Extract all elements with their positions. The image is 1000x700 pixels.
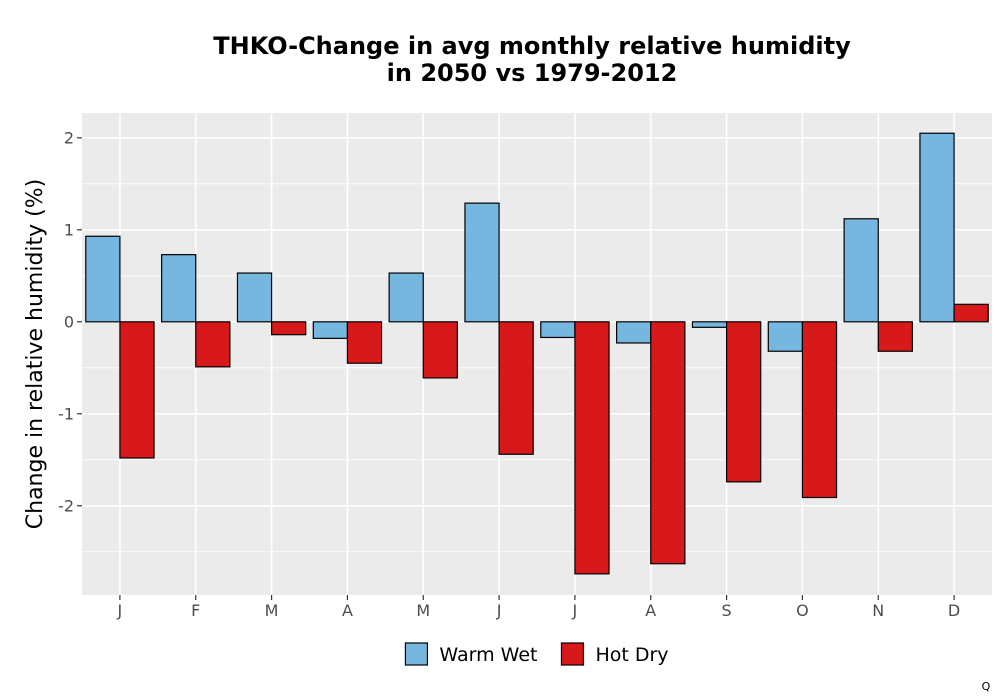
legend-key-hot-dry [560,642,585,666]
bar-warm-wet [616,321,652,344]
bar-hot-dry [801,321,838,499]
corner-mark: Q [982,680,991,693]
x-tick-label: J [496,601,502,620]
legend-label-warm-wet: Warm Wet [439,644,537,666]
bar-hot-dry [725,321,762,483]
bar-warm-wet [843,218,879,323]
x-tick-label: O [796,601,809,620]
legend: Warm Wet Hot Dry [404,642,669,666]
bar-warm-wet [312,321,349,339]
bar-hot-dry [422,321,458,379]
y-tick-label: -1 [58,404,74,423]
x-tick-label: S [722,601,732,620]
y-tick-label: 1 [64,220,74,239]
bar-hot-dry [877,321,913,352]
chart-title-line1: THKO-Change in avg monthly relative humi… [213,32,851,60]
bar-warm-wet [767,321,804,352]
bar-hot-dry [650,321,686,565]
bar-warm-wet [540,321,576,339]
y-tick-label: -2 [58,496,74,515]
bar-warm-wet [388,272,424,323]
bar-warm-wet [85,235,121,323]
bar-hot-dry [270,321,307,336]
bar-warm-wet [236,272,273,323]
y-tick-label: 2 [64,128,74,147]
legend-key-warm-wet [404,642,429,666]
legend-label-hot-dry: Hot Dry [595,644,668,666]
x-tick-label: J [117,601,123,620]
bar-warm-wet [161,254,197,323]
bar-hot-dry [574,321,610,575]
bars [85,132,989,575]
y-axis: -2 -1 0 1 2 [58,128,82,515]
chart-title-line2: in 2050 vs 1979-2012 [387,59,678,87]
x-tick-label: A [342,601,353,620]
y-axis-label: Change in relative humidity (%) [23,179,48,529]
bar-hot-dry [346,321,383,364]
bar-warm-wet [464,202,500,323]
bar-hot-dry [953,303,989,323]
bar-warm-wet [691,321,728,328]
bar-hot-dry [498,321,534,455]
x-tick-label: F [191,601,200,620]
bar-warm-wet [919,132,955,323]
x-tick-label: A [645,601,656,620]
x-tick-label: D [948,601,960,620]
x-tick-label: M [265,601,279,620]
grid-minor [82,183,992,553]
bar-hot-dry [119,321,155,459]
x-tick-label: M [416,601,430,620]
x-tick-label: N [872,601,884,620]
x-tick-label: J [572,601,578,620]
y-tick-label: 0 [64,312,74,331]
plot-panel [82,113,992,595]
bar-hot-dry [195,321,231,368]
